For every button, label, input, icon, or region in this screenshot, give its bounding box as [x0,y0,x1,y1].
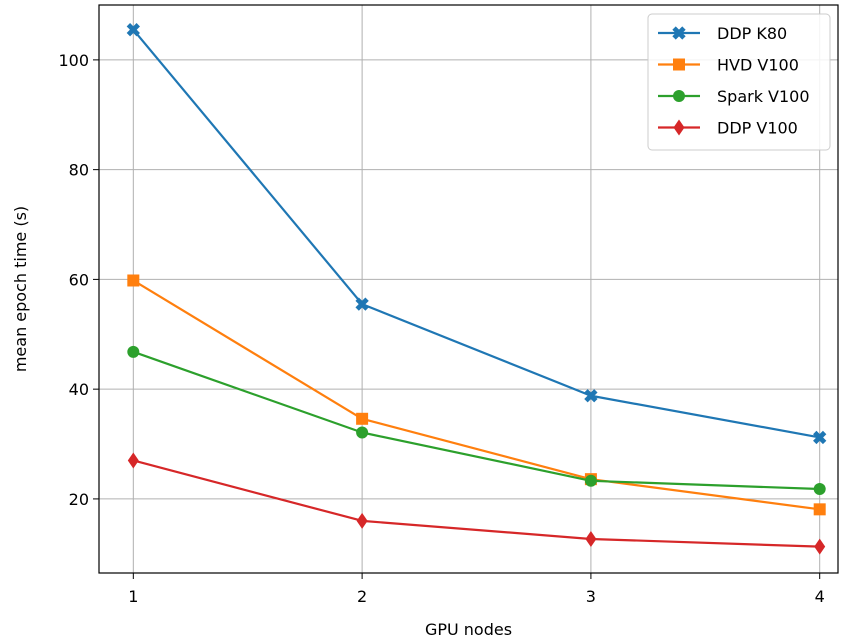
data-point [355,297,369,311]
legend-marker [673,90,685,102]
legend-marker [673,58,685,71]
y-tick-label: 60 [69,270,89,289]
series-line [132,28,820,439]
y-tick-label: 80 [69,161,89,180]
data-point [127,452,139,469]
legend-label: Spark V100 [717,87,810,106]
x-axis-label: GPU nodes [425,620,512,639]
series-layer [126,23,827,555]
legend-label: DDP V100 [717,119,798,138]
data-point [356,412,369,425]
data-point [127,345,140,358]
plot-area-frame [98,4,839,574]
y-axis-label: mean epoch time (s) [11,206,30,372]
x-tick-label: 3 [586,587,596,606]
data-point [813,430,827,445]
legend-item: Spark V100 [658,87,810,106]
data-point [813,503,826,516]
x-tick-label: 2 [357,587,367,606]
data-point [126,23,140,37]
data-point [584,389,598,403]
x-tick-label: 4 [815,587,825,606]
x-tick-label: 1 [128,587,138,606]
series-spark-v100 [127,345,826,496]
legend-item: HVD V100 [658,56,799,75]
y-tick-label: 20 [69,490,89,509]
legend-item: DDP V100 [658,119,798,138]
data-point [813,483,826,496]
series-ddp-v100 [127,452,826,555]
data-point [814,538,826,555]
legend-marker [672,26,686,40]
series-hvd-v100 [127,274,826,516]
legend-label: DDP K80 [717,24,787,43]
data-point [585,530,597,547]
y-tick-label: 40 [69,380,89,399]
legend-item: DDP K80 [658,24,787,43]
legend-label: HVD V100 [717,56,799,75]
data-point [127,274,140,287]
data-point [356,512,368,529]
data-point [356,426,369,439]
series-line [133,459,820,548]
series-ddp-k80 [126,23,827,445]
series-line [132,350,820,491]
legend-marker [673,119,685,136]
legend-box [647,13,831,151]
y-tick-label: 100 [58,51,89,70]
series-line [132,279,820,511]
data-point [584,474,597,487]
axis-ticks: 1 2 3 4 20 40 60 80 100 [58,51,824,606]
legend: DDP K80 HVD V100 Spark V100 DDP V100 [647,13,831,151]
